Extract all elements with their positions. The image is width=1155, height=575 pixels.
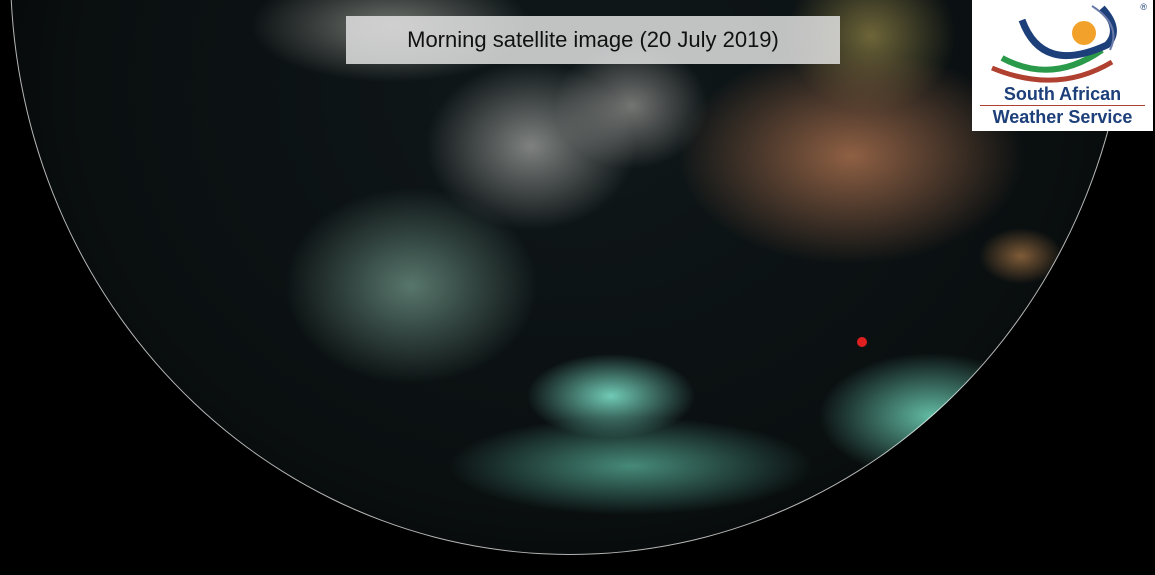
logo-line2: Weather Service bbox=[992, 107, 1133, 127]
logo-line1: South African bbox=[1003, 84, 1122, 104]
location-marker bbox=[857, 337, 867, 347]
sun-arcs-logo-icon bbox=[991, 5, 1117, 83]
registered-mark: ® bbox=[1140, 2, 1147, 12]
caption-text: Morning satellite image (20 July 2019) bbox=[407, 27, 779, 52]
image-caption: Morning satellite image (20 July 2019) bbox=[346, 16, 840, 64]
saws-logo: ® South African Weather Service bbox=[972, 0, 1153, 131]
earth-disc bbox=[10, 0, 1130, 555]
logo-divider bbox=[980, 105, 1145, 106]
